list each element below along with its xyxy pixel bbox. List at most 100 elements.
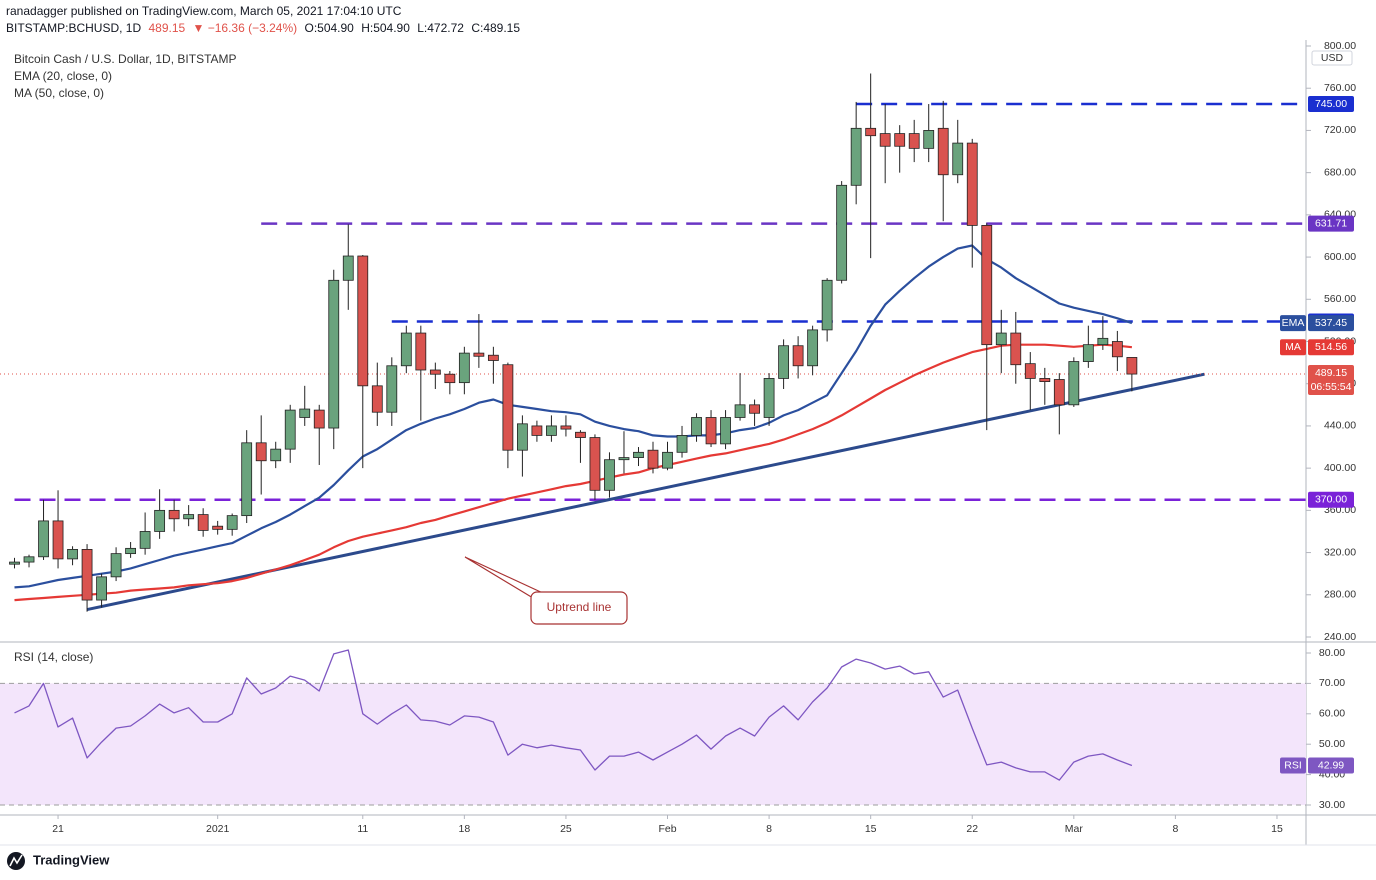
candle-body — [691, 417, 702, 436]
candle-body — [778, 345, 789, 379]
price-badge-label: 489.15 — [1315, 367, 1347, 379]
candle-body — [894, 133, 906, 147]
header-line: BITSTAMP:BCHUSD, 1D 489.15 ▼ −16.36 (−3.… — [6, 21, 520, 35]
candle-body — [1024, 363, 1036, 379]
candle-body — [1082, 344, 1094, 362]
candle-body — [23, 556, 35, 563]
callout: Uptrend line — [464, 556, 628, 625]
callout-pointer — [464, 556, 546, 599]
candle-body — [473, 352, 485, 357]
candle-body — [226, 515, 238, 530]
level-badge-box — [1308, 491, 1354, 508]
candle-body — [81, 549, 93, 601]
candle-body — [589, 437, 601, 491]
level-badge-label: 370.00 — [1315, 494, 1347, 506]
candle-body — [400, 332, 412, 367]
candle-body — [937, 127, 949, 176]
candle-body — [96, 576, 107, 601]
candle-body — [865, 127, 877, 137]
candle-body — [546, 425, 557, 436]
rsi-title: RSI (14, close) — [14, 650, 93, 664]
candle-body — [255, 442, 267, 462]
ohlc-high: H:504.90 — [361, 21, 410, 35]
published-line: ranadagger published on TradingView.com,… — [6, 4, 402, 18]
y-tick-label: 760.00 — [1324, 82, 1356, 94]
ema-badge-box — [1308, 315, 1354, 332]
candle-body — [328, 279, 340, 429]
candle-body — [836, 184, 848, 281]
candle-body — [212, 525, 224, 530]
x-tick-label: 15 — [1271, 823, 1283, 835]
price-pane — [0, 73, 1306, 612]
rsi-y-tick-label: 50.00 — [1319, 738, 1345, 750]
candle-body — [1126, 357, 1138, 375]
x-tick-label: 2021 — [206, 823, 230, 835]
symbol: BITSTAMP:BCHUSD, 1D — [6, 21, 141, 35]
candle-body — [517, 423, 528, 451]
candle-body — [676, 435, 688, 453]
price-badge-box — [1308, 365, 1354, 396]
rsi-badge-label: 42.99 — [1318, 759, 1344, 771]
ohlc-close: C:489.15 — [471, 21, 520, 35]
rsi-line — [14, 649, 1133, 781]
candle-body — [981, 225, 993, 346]
countdown-label: 06:55:54 — [1311, 381, 1352, 393]
candle-body — [357, 255, 369, 387]
candle-body — [415, 332, 427, 371]
candle-body — [1068, 361, 1080, 406]
ma-badge-tag-label: MA — [1285, 341, 1301, 353]
candle-body — [633, 451, 644, 458]
price-change: ▼ −16.36 (−3.24%) — [193, 21, 298, 35]
candle-body — [444, 373, 456, 384]
y-tick-label: 440.00 — [1324, 420, 1356, 432]
candle-body — [821, 279, 833, 331]
last-price: 489.15 — [148, 21, 185, 35]
candle-body — [342, 255, 354, 281]
level-badge-box — [1308, 215, 1354, 232]
ema-badge-tag-label: EMA — [1282, 317, 1305, 329]
candle-body — [197, 514, 209, 531]
candle-body — [139, 531, 151, 549]
candle-body — [38, 520, 49, 558]
candle-body — [284, 409, 296, 450]
candle-body — [487, 354, 499, 361]
candle-body — [1010, 332, 1022, 366]
candle-body — [531, 425, 543, 436]
candle-body — [952, 142, 964, 176]
candle-body — [125, 547, 136, 555]
y-tick-label: 720.00 — [1324, 124, 1356, 136]
candle-body — [110, 553, 122, 578]
candle-body — [575, 431, 586, 438]
candle-body — [386, 365, 398, 413]
callout-text: Uptrend line — [547, 600, 612, 614]
candle-body — [9, 561, 20, 565]
candle-body — [168, 509, 180, 520]
ma-line — [14, 343, 1133, 602]
ma-badge-tag — [1280, 339, 1306, 356]
axis-unit: USD — [1321, 52, 1344, 64]
axes: 240.00280.00320.00360.00400.00440.00480.… — [52, 40, 1356, 835]
candle-body — [371, 385, 383, 413]
candle-body — [67, 549, 78, 560]
candle-body — [270, 448, 282, 462]
x-tick-label: 22 — [966, 823, 978, 835]
x-tick-label: 11 — [357, 823, 368, 835]
ohlc-open: O:504.90 — [304, 21, 354, 35]
candle-body — [705, 417, 717, 445]
y-tick-label: 680.00 — [1324, 166, 1356, 178]
candle-body — [1039, 378, 1051, 383]
candle-body — [604, 459, 615, 491]
x-tick-label: Feb — [658, 823, 676, 835]
rsi-y-tick-label: 60.00 — [1319, 708, 1345, 720]
candle-body — [749, 404, 760, 414]
y-tick-label: 240.00 — [1324, 631, 1356, 643]
y-tick-label: 320.00 — [1324, 546, 1356, 558]
x-tick-label: Mar — [1065, 823, 1084, 835]
candle-body — [647, 449, 659, 469]
candle-body — [1111, 341, 1123, 358]
logo-text: TradingView — [33, 852, 110, 867]
candle-body — [1053, 379, 1065, 406]
y-tick-label: 600.00 — [1324, 251, 1356, 263]
level-badge-box — [1308, 96, 1354, 113]
